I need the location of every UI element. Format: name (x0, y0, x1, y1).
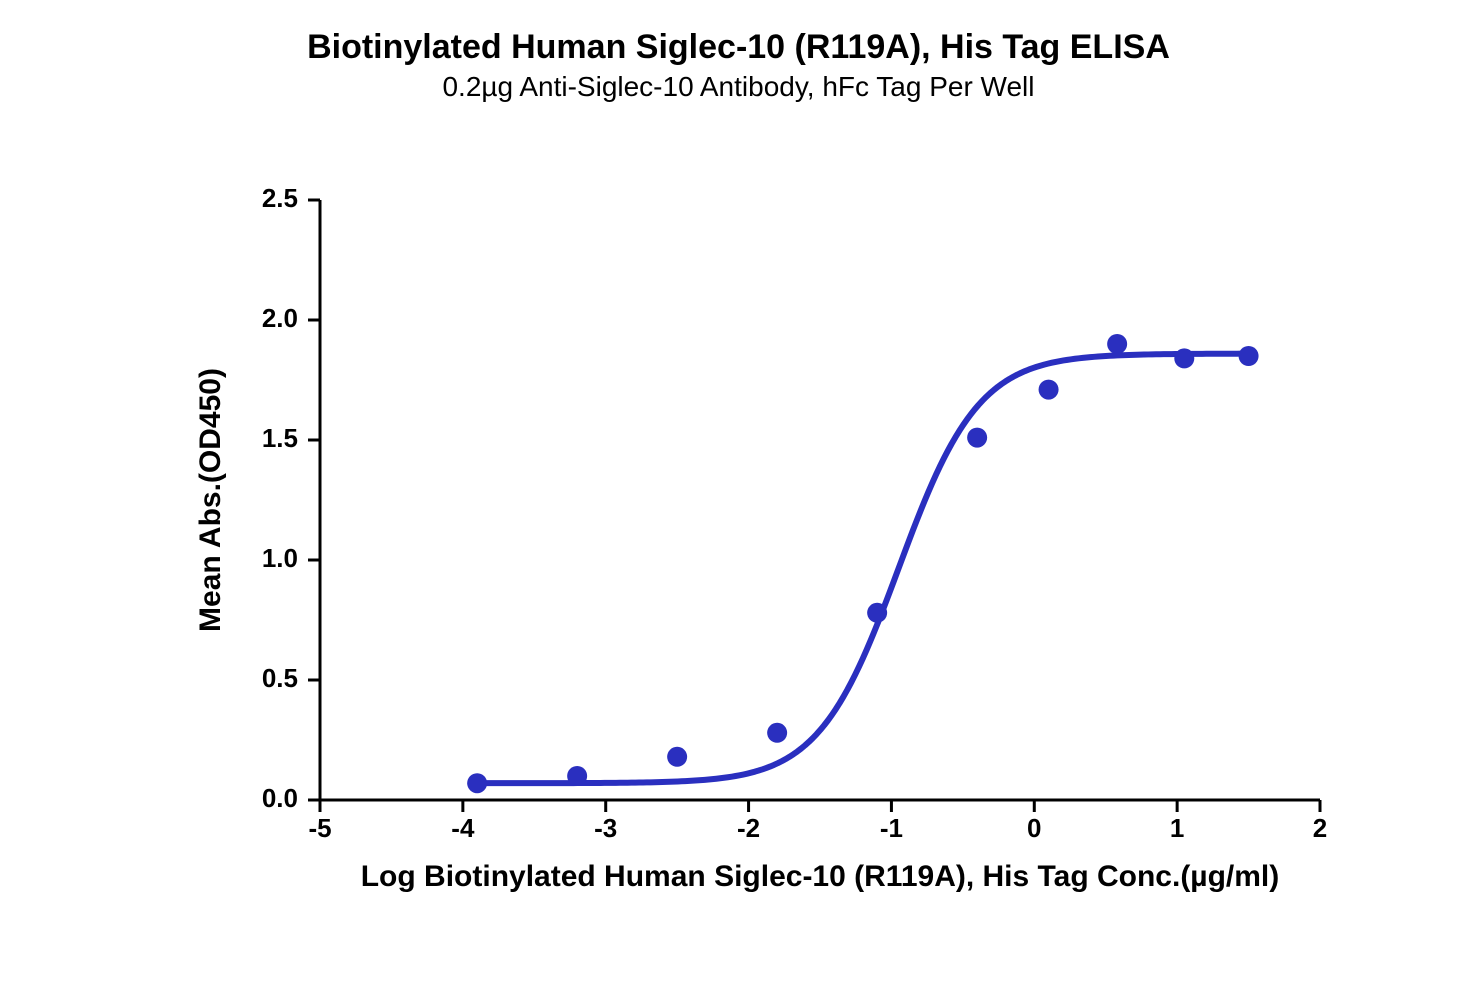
x-axis-title: Log Biotinylated Human Siglec-10 (R119A)… (361, 860, 1280, 893)
x-tick-label: -4 (451, 813, 475, 843)
x-tick-label: -5 (308, 813, 331, 843)
data-point (1174, 348, 1194, 368)
x-tick-label: -3 (594, 813, 617, 843)
data-point (867, 603, 887, 623)
y-tick-label: 1.0 (262, 543, 298, 573)
chart-container: Biotinylated Human Siglec-10 (R119A), Hi… (0, 0, 1477, 990)
data-point (1107, 334, 1127, 354)
y-tick-label: 2.0 (262, 303, 298, 333)
chart-svg: 0.0 0.5 1.0 1.5 2.0 2.5 -5 -4 -3 -2 -1 0 1 2 Mean Abs.… (0, 0, 1477, 990)
data-point (1039, 380, 1059, 400)
data-point (667, 747, 687, 767)
y-tick-label: 0.0 (262, 783, 298, 813)
data-point (467, 773, 487, 793)
x-tick-label: 0 (1027, 813, 1041, 843)
fit-curve (477, 354, 1248, 784)
y-tick-label: 2.5 (262, 183, 298, 213)
x-tick-label: 1 (1170, 813, 1184, 843)
x-tick-label: -1 (880, 813, 903, 843)
data-point (567, 766, 587, 786)
y-axis-title: Mean Abs.(OD450) (194, 368, 227, 632)
data-point (967, 428, 987, 448)
data-point (1239, 346, 1259, 366)
y-tick-label: 1.5 (262, 423, 298, 453)
y-tick-label: 0.5 (262, 663, 298, 693)
x-tick-label: -2 (737, 813, 760, 843)
x-tick-label: 2 (1313, 813, 1327, 843)
data-point (767, 723, 787, 743)
